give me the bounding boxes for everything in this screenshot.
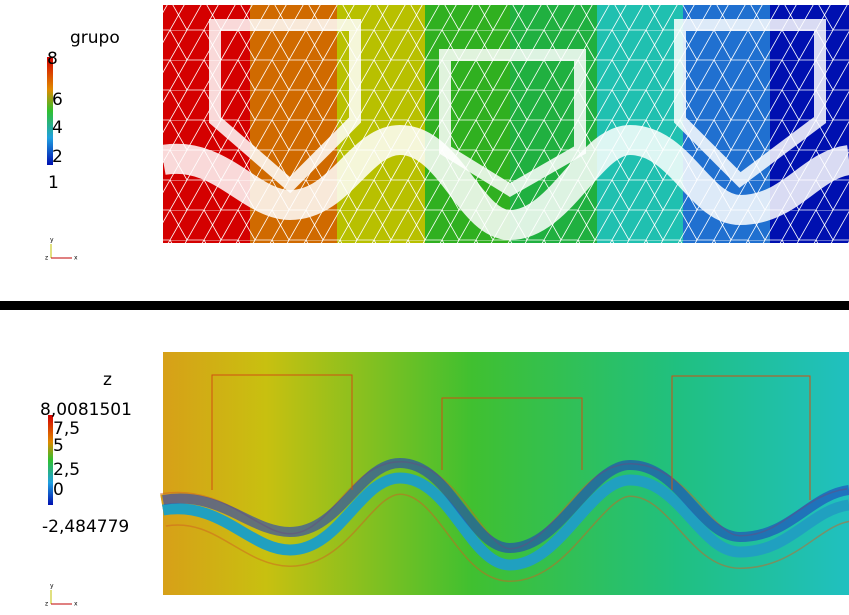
screenshot: grupo 8 6 4 2 1 y z x z 8,0081501 7,5 5 … <box>0 0 849 615</box>
legend-tick: 2 <box>52 147 63 167</box>
triad-label: z <box>45 255 48 262</box>
legend-min: -2,484779 <box>42 517 129 537</box>
triad-label: y <box>50 237 54 244</box>
field-view <box>163 352 849 595</box>
legend-tick: 0 <box>53 480 64 500</box>
triad-label: x <box>74 601 78 608</box>
legend-max: 8,0081501 <box>40 400 132 420</box>
axes-triad: y z x <box>45 583 78 608</box>
page: {"top_panel":{"legend":{"title":"grupo",… <box>0 0 849 615</box>
legend-tick: 1 <box>48 173 59 193</box>
triad-label: z <box>45 601 48 608</box>
legend-title: grupo <box>70 28 120 48</box>
axes-triad: y z x <box>45 237 78 262</box>
legend-tick: 4 <box>52 118 63 138</box>
triad-label: x <box>74 255 78 262</box>
legend-tick: 8 <box>47 49 58 69</box>
mesh-view <box>163 5 849 243</box>
triad-label: y <box>50 583 54 590</box>
legend-tick: 5 <box>53 436 64 456</box>
legend-tick: 2,5 <box>53 460 80 480</box>
separator <box>0 301 849 310</box>
legend-tick: 6 <box>52 90 63 110</box>
legend-title: z <box>103 370 112 390</box>
